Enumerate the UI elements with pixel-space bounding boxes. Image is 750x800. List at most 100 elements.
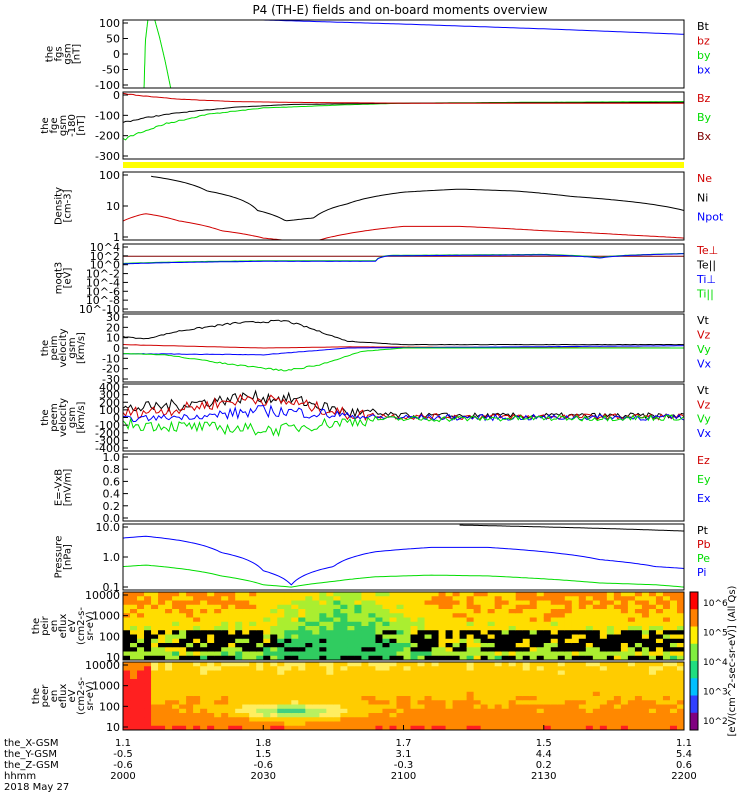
x-tick-label: 1.8 <box>255 738 271 749</box>
efield-frame <box>122 453 685 522</box>
peir-frame <box>122 591 685 661</box>
svg-text:gsm: gsm <box>58 115 69 136</box>
peir-spectrogram <box>123 592 684 660</box>
efield-ytick: 0.0 <box>103 512 121 525</box>
pressure-frame <box>122 523 685 591</box>
x-tick-label: 0.6 <box>676 760 692 771</box>
svg-text:peem: peem <box>49 403 60 431</box>
efield-ytick: 0.4 <box>103 488 121 501</box>
x-tick-label: 2000 <box>110 771 135 782</box>
temp-ylabel: moqt3[eV] <box>54 262 74 295</box>
colorbar-tick: 10^6 <box>703 599 728 609</box>
svg-text:the: the <box>40 409 51 425</box>
x-tick-label: 1.5 <box>536 738 552 749</box>
svg-text:[nT]: [nT] <box>72 44 83 64</box>
x-row-label: the_Y-GSM <box>4 749 57 760</box>
legend-Vy: Vy <box>697 413 711 426</box>
quality-flag-bar <box>123 162 684 168</box>
fge-trace-black <box>123 101 684 124</box>
fgs-ytick: 0 <box>113 48 120 61</box>
svg-text:sr-eV): sr-eV) <box>85 611 96 640</box>
svg-text:peer: peer <box>40 684 51 708</box>
peer-ytick: 100 <box>99 700 120 713</box>
peir-ytick: 100 <box>99 630 120 643</box>
svg-text:peim: peim <box>49 335 60 360</box>
panels: 100500-50-100thefgsgsm[nT]Btbzbybx0-100-… <box>31 17 724 734</box>
x-tick-label: 0.2 <box>536 760 552 771</box>
legend-By: By <box>697 111 712 124</box>
svg-text:the: the <box>45 46 56 62</box>
x-tick-label: -0.6 <box>253 760 273 771</box>
colorbar-tick: 10^2 <box>703 717 728 727</box>
svg-text:(cm2-s-: (cm2-s- <box>76 677 87 715</box>
fge-trace-red <box>123 92 684 104</box>
efield-ytick: 0.6 <box>103 475 121 488</box>
pressure-traces <box>123 524 684 588</box>
density-ytick: 10 <box>106 200 120 213</box>
legend-Ti⊥: Ti⊥ <box>696 273 716 286</box>
colorbar-frame <box>689 591 699 731</box>
x-tick-label: -0.3 <box>394 760 414 771</box>
legend-Vx: Vx <box>697 358 712 371</box>
legend-Vt: Vt <box>697 384 710 397</box>
peem-ytick: 200 <box>99 396 120 409</box>
temp-legend: Te⊥ Te||Ti⊥ Ti|| <box>696 244 718 301</box>
legend-Ex: Ex <box>697 492 711 505</box>
temp-ytick: 10^2 <box>90 250 120 263</box>
x-tick-label: 2200 <box>671 771 696 782</box>
svg-text:the: the <box>31 688 42 704</box>
svg-text:en: en <box>49 690 60 703</box>
temp-trace-blue <box>123 253 684 265</box>
svg-text:[km/s]: [km/s] <box>76 332 87 364</box>
legend-Ni: Ni <box>697 191 708 204</box>
fgs-ytick: -100 <box>95 79 120 92</box>
x-tick-label: 5.4 <box>676 749 692 760</box>
fgs-ytick: 50 <box>106 33 120 46</box>
density-trace-black <box>151 175 684 222</box>
pressure-ylabel: Pressure[nPa] <box>54 536 74 579</box>
peir-ytick: 10000 <box>85 589 120 602</box>
colorbar-segment <box>690 592 698 610</box>
panel-efield: 1.00.80.60.40.20.0 E=-VxB[mV/m] Ez Ey Ex <box>54 451 711 525</box>
legend-Vy: Vy <box>697 343 711 356</box>
peem-ytick: -400 <box>95 442 120 455</box>
x-tick-label: 1.1 <box>676 738 692 749</box>
peim-trace-black <box>123 319 684 346</box>
svg-text:the: the <box>31 618 42 634</box>
fge-trace-green <box>123 101 684 141</box>
fgs-ytick: -50 <box>102 64 120 77</box>
temp-traces <box>123 253 684 265</box>
svg-text:[nPa]: [nPa] <box>63 544 74 570</box>
fge-legend: Bz By Bx <box>697 92 712 143</box>
temp-ytick: 10^-4 <box>86 276 120 289</box>
pressure-trace-black <box>459 524 684 532</box>
peim-traces <box>123 319 684 372</box>
peim-ytick: 20 <box>106 321 120 334</box>
peir-ytick: 10 <box>106 651 120 664</box>
peer-ytick: 10000 <box>85 659 120 672</box>
fgs-ytick: 100 <box>99 17 120 30</box>
colorbar-segment <box>690 643 698 662</box>
svg-text:[nT]: [nT] <box>76 115 87 135</box>
svg-text:gsm: gsm <box>67 407 78 428</box>
svg-text:velocity: velocity <box>58 328 69 367</box>
legend-Vx: Vx <box>697 427 712 440</box>
panel-peir: 10000 1000 100 10 thepeirenefluxeV(cm2-s-sr-… <box>31 589 685 664</box>
temp-ytick: 10^-10 <box>79 303 120 316</box>
svg-text:the: the <box>40 117 51 133</box>
svg-text:(cm2-s-: (cm2-s- <box>76 607 87 645</box>
legend-Vz: Vz <box>697 398 711 411</box>
legend-Pb: Pb <box>697 538 711 551</box>
svg-text:gsm: gsm <box>63 43 74 64</box>
fge-frame <box>122 91 685 160</box>
temp-ytick: 10^-8 <box>86 294 120 307</box>
colorbar-segment <box>690 626 698 645</box>
peem-trace-black <box>123 389 684 420</box>
